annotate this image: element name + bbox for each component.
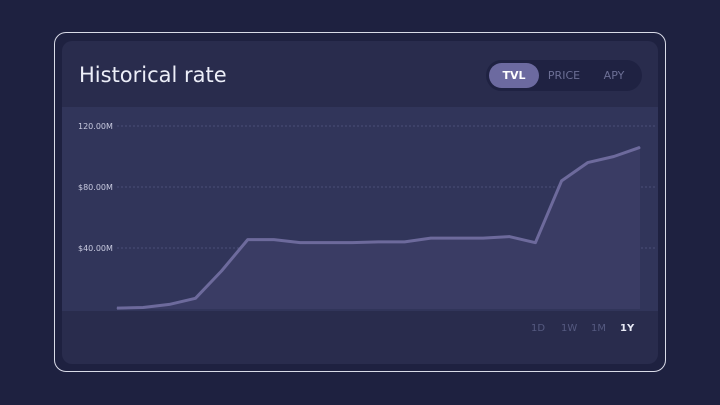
range-1w[interactable]: 1W xyxy=(561,323,578,334)
data-point xyxy=(168,303,170,305)
data-point xyxy=(221,270,223,272)
range-1d[interactable]: 1D xyxy=(531,323,546,334)
data-point xyxy=(534,242,536,244)
data-point xyxy=(273,239,275,241)
tab-price[interactable]: PRICE xyxy=(547,69,581,82)
data-point xyxy=(351,242,353,244)
tvl-chart: $40.00M $80.00M 120.00M xyxy=(78,122,656,310)
data-point xyxy=(378,241,379,243)
historical-rate-card: Historical rate TVL PRICE APY $40.00M $80… xyxy=(62,41,658,364)
data-point xyxy=(194,297,196,299)
data-point xyxy=(639,146,641,148)
card-title: Historical rate xyxy=(79,63,227,87)
range-1m[interactable]: 1M xyxy=(591,323,606,334)
data-point xyxy=(430,237,432,239)
metric-tabs: TVL PRICE APY xyxy=(486,60,642,91)
data-point xyxy=(561,180,563,182)
tab-tvl[interactable]: TVL xyxy=(489,63,539,88)
data-point xyxy=(325,242,327,244)
data-point xyxy=(142,306,144,308)
data-point xyxy=(299,242,301,244)
card-frame xyxy=(54,32,666,372)
data-point xyxy=(116,307,118,309)
data-point xyxy=(508,236,510,238)
area-fill xyxy=(117,147,640,309)
data-point xyxy=(613,156,615,157)
data-point xyxy=(456,237,458,239)
data-point xyxy=(482,237,484,239)
y-tick-label: $40.00M xyxy=(78,244,113,253)
y-tick-label: $80.00M xyxy=(78,183,113,192)
tab-apy[interactable]: APY xyxy=(603,69,625,82)
data-point xyxy=(247,239,249,241)
data-point xyxy=(587,162,589,164)
y-tick-label: 120.00M xyxy=(78,122,113,131)
range-1y[interactable]: 1Y xyxy=(620,323,635,334)
data-point xyxy=(404,241,406,243)
